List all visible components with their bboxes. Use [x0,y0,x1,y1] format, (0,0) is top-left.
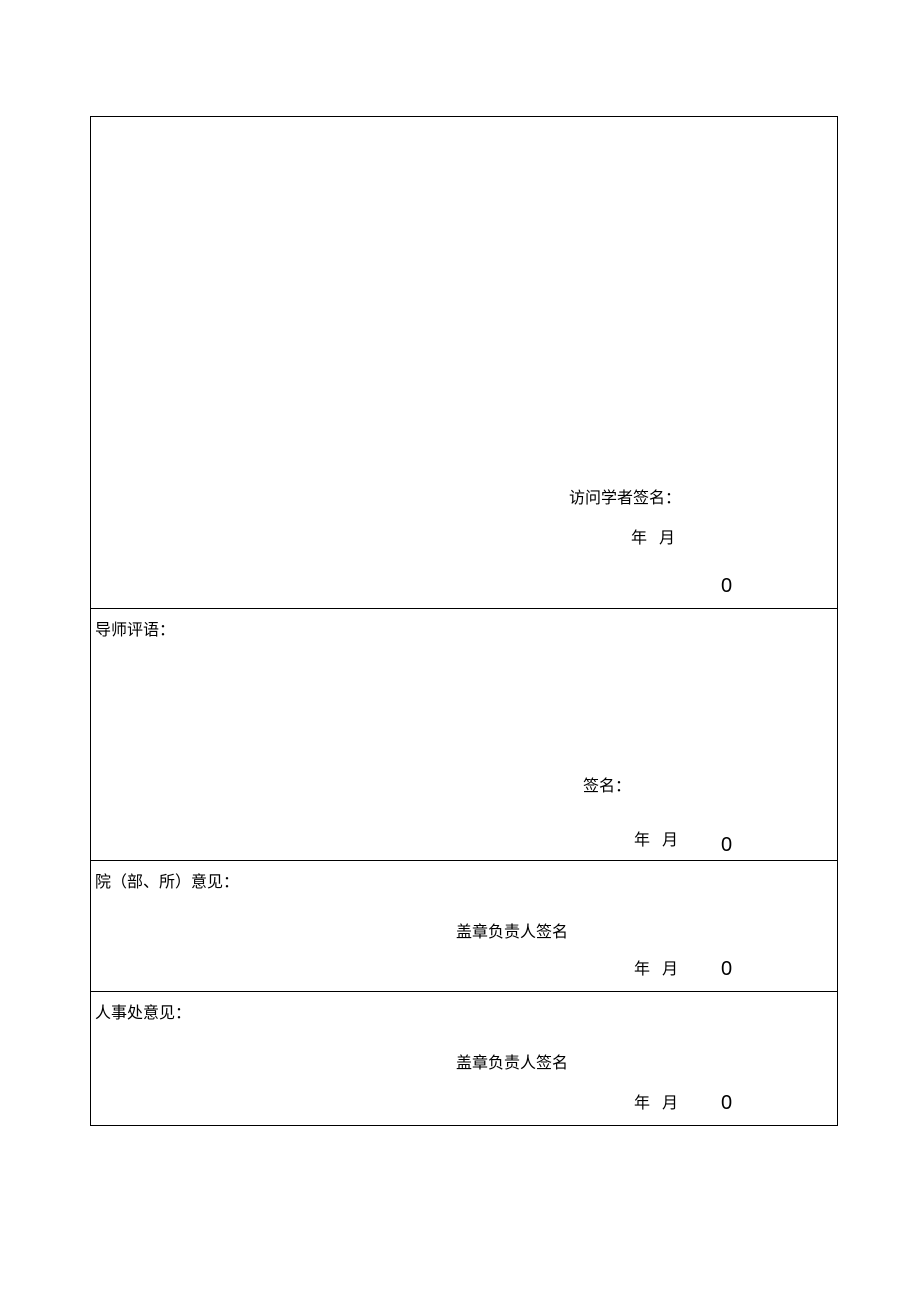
zero-marker-2: 0 [721,827,732,863]
advisor-date-line: 年 月 [634,827,678,856]
zero-marker-4: 0 [721,1085,732,1121]
zero-marker-3: 0 [721,951,732,987]
hr-date-line: 年 月 [634,1090,678,1119]
month-label: 月 [662,961,678,978]
section-advisor-comments: 导师评语： 签名： 年 月 0 [91,609,838,861]
department-opinion-title: 院（部、所）意见： [95,869,239,898]
year-label: 年 [634,961,650,978]
year-label: 年 [634,1095,650,1112]
section-hr-opinion: 人事处意见： 盖章负责人签名 年 月 0 [91,992,838,1126]
department-stamp-label: 盖章负责人签名 [456,919,568,948]
hr-opinion-title: 人事处意见： [95,1000,191,1029]
advisor-comments-title: 导师评语： [95,617,175,646]
section-department-opinion: 院（部、所）意见： 盖章负责人签名 年 月 0 [91,861,838,992]
year-label: 年 [634,832,650,849]
month-label: 月 [662,1095,678,1112]
hr-stamp-label: 盖章负责人签名 [456,1050,568,1079]
zero-marker-1: 0 [721,568,732,604]
form-table: 访问学者签名： 年 月 0 导师评语： 签名： 年 月 0 院（部、所）意见： … [90,116,838,1126]
year-label: 年 [631,530,647,547]
advisor-signature-label: 签名： [583,773,631,802]
month-label: 月 [659,530,675,547]
month-label: 月 [662,832,678,849]
section-visitor-signature: 访问学者签名： 年 月 0 [91,117,838,609]
department-date-line: 年 月 [634,956,678,985]
visitor-date-line: 年 月 [631,525,675,554]
visitor-signature-label: 访问学者签名： [569,485,681,514]
